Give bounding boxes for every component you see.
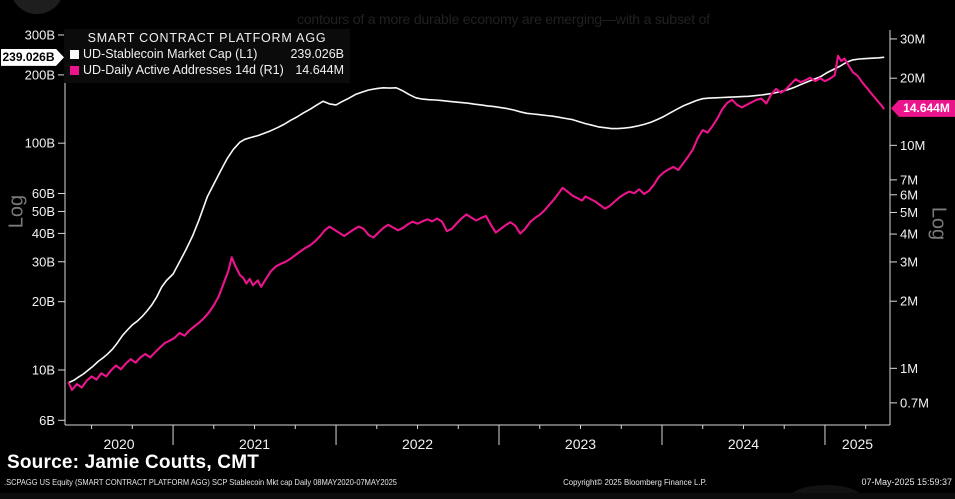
left-axis-scale-label: Log (5, 194, 28, 229)
svg-text:4M: 4M (900, 227, 918, 242)
svg-text:1M: 1M (900, 361, 918, 376)
svg-text:30M: 30M (900, 31, 925, 46)
svg-text:2M: 2M (900, 294, 918, 309)
footer-copyright: Copyright© 2025 Bloomberg Finance L.P. (563, 477, 707, 487)
right-last-value-badge: 14.644M (891, 99, 955, 117)
svg-text:300B: 300B (25, 27, 55, 42)
svg-text:200B: 200B (25, 67, 55, 82)
legend-label: UD-Daily Active Addresses 14d (R1) (83, 63, 284, 77)
svg-text:50B: 50B (32, 204, 55, 219)
svg-text:2025: 2025 (842, 436, 873, 452)
svg-text:10M: 10M (900, 138, 925, 153)
svg-text:30B: 30B (32, 254, 55, 269)
svg-text:7M: 7M (900, 172, 918, 187)
bottom-edge-strip (0, 493, 955, 499)
svg-text:6M: 6M (900, 187, 918, 202)
svg-text:100B: 100B (25, 136, 55, 151)
active-addresses-series-swatch-icon (70, 65, 79, 75)
svg-text:6B: 6B (39, 413, 55, 428)
left-axis: 300B 200B 100B 60B 50B 40B 30B 20B 10B 6B (25, 27, 65, 428)
legend-label: UD-Stablecoin Market Cap (L1) (83, 47, 258, 61)
legend-row-active-addresses: UD-Daily Active Addresses 14d (R1) 14.64… (70, 63, 344, 77)
background-tweet-text: contours of a more durable economy are e… (297, 11, 710, 27)
svg-text:3M: 3M (900, 254, 918, 269)
legend-value: 239.026B (290, 47, 344, 61)
svg-text:2023: 2023 (565, 436, 596, 452)
svg-text:40B: 40B (32, 226, 55, 241)
svg-text:60B: 60B (32, 186, 55, 201)
svg-text:2022: 2022 (402, 436, 433, 452)
svg-text:20M: 20M (900, 71, 925, 86)
legend-row-stablecoin: UD-Stablecoin Market Cap (L1) 239.026B (70, 47, 344, 61)
right-axis-scale-label: Log (927, 206, 950, 241)
stablecoin-series-swatch-icon (70, 49, 79, 59)
svg-text:2021: 2021 (239, 436, 270, 452)
svg-text:2024: 2024 (728, 436, 759, 452)
legend-value: 14.644M (295, 63, 344, 77)
daily-active-addresses-line (67, 54, 885, 391)
source-attribution: Source: Jamie Coutts, CMT (7, 452, 260, 473)
svg-text:5M: 5M (900, 205, 918, 220)
svg-text:20B: 20B (32, 294, 55, 309)
svg-text:0.7M: 0.7M (900, 395, 929, 410)
footer-timestamp: 07-May-2025 15:59:37 (861, 477, 952, 487)
left-last-value-badge: 239.026B (1, 48, 64, 66)
stablecoin-market-cap-line (67, 56, 885, 384)
svg-text:10B: 10B (32, 362, 55, 377)
chart-frame (64, 30, 891, 426)
footer-ticker-info: .SCPAGG US Equity (SMART CONTRACT PLATFO… (4, 477, 397, 487)
chart-legend: SMART CONTRACT PLATFORM AGG UD-Stablecoi… (64, 29, 350, 83)
svg-text:2020: 2020 (103, 436, 134, 452)
x-axis: 2020 2021 2022 2023 2024 2025 (91, 425, 873, 452)
chart-title: SMART CONTRACT PLATFORM AGG (87, 31, 327, 45)
